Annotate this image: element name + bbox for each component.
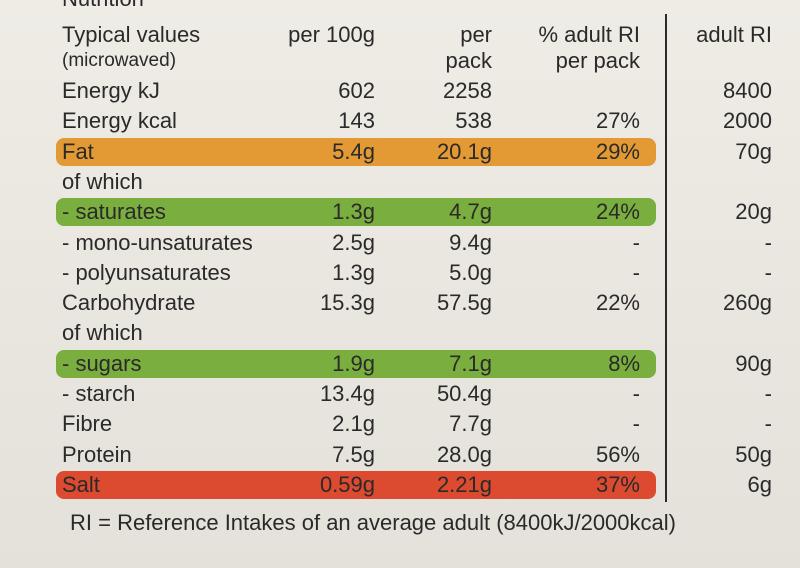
column-header: per 100g <box>288 22 375 47</box>
row-highlight <box>56 470 656 499</box>
nutrient-name: Fibre <box>62 411 113 437</box>
nutrient-value: 6g <box>747 471 772 497</box>
nutrient-value: 2.21g <box>436 471 492 497</box>
nutrient-value: 8% <box>608 350 640 376</box>
nutrient-name: Protein <box>62 441 132 467</box>
nutrient-value: 2000 <box>723 108 772 134</box>
nutrient-value: 20g <box>735 199 772 225</box>
row-highlight <box>56 349 656 378</box>
row-highlight <box>56 198 656 227</box>
nutrient-value: - <box>764 381 772 406</box>
nutrient-name: Energy kcal <box>62 108 177 134</box>
column-header: per pack <box>555 48 640 73</box>
nutrient-value: 70g <box>735 138 772 164</box>
nutrient-value: 1.3g <box>332 259 375 285</box>
nutrient-value: - <box>764 229 772 255</box>
nutrient-name: Energy kJ <box>62 78 160 103</box>
column-header: % adult RI <box>538 22 641 47</box>
nutrient-value: 56% <box>595 441 640 467</box>
nutrient-name: - saturates <box>62 199 166 225</box>
nutrient-value: 50.4g <box>436 381 492 406</box>
nutrient-value: 37% <box>595 471 640 497</box>
nutrient-value: - <box>632 381 640 406</box>
column-header: adult RI <box>696 22 772 47</box>
nutrient-value: - <box>632 411 640 437</box>
nutrient-name: Carbohydrate <box>62 290 196 316</box>
nutrient-name: - sugars <box>62 350 142 376</box>
nutrient-name: - mono-unsaturates <box>62 229 253 255</box>
nutrient-value: 28.0g <box>436 441 492 467</box>
nutrient-name: of which <box>62 168 143 194</box>
nutrient-value: 20.1g <box>436 138 492 164</box>
nutrient-value: 5.0g <box>449 259 492 285</box>
nutrient-value: - <box>764 259 772 285</box>
column-header: per <box>460 22 492 47</box>
title: Nutrition <box>62 0 144 12</box>
nutrient-value: 143 <box>338 108 375 134</box>
nutrient-value: 57.5g <box>436 290 492 316</box>
nutrient-value: - <box>764 411 772 437</box>
column-header: (microwaved) <box>62 50 177 71</box>
nutrient-value: 0.59g <box>319 471 375 497</box>
nutrient-value: 27% <box>595 108 640 134</box>
nutrient-value: 22% <box>595 290 640 316</box>
column-header: pack <box>445 48 492 73</box>
nutrient-value: 2258 <box>443 78 492 103</box>
nutrient-value: 602 <box>338 78 375 103</box>
nutrient-value: 1.3g <box>332 199 375 225</box>
nutrient-name: Fat <box>62 138 94 164</box>
nutrient-value: 5.4g <box>332 138 375 164</box>
nutrient-value: 1.9g <box>332 350 375 376</box>
nutrient-value: 538 <box>455 108 492 134</box>
nutrient-value: 2.5g <box>332 229 375 255</box>
nutrient-value: 13.4g <box>319 381 375 406</box>
nutrient-name: of which <box>62 320 143 346</box>
nutrient-value: 4.7g <box>449 199 492 225</box>
nutrient-value: - <box>632 229 640 255</box>
footnote: RI = Reference Intakes of an average adu… <box>70 510 676 535</box>
nutrient-value: 260g <box>723 290 772 316</box>
column-header: Typical values <box>62 22 201 47</box>
nutrient-value: - <box>632 259 640 285</box>
nutrient-value: 9.4g <box>449 229 492 255</box>
nutrient-name: Salt <box>62 471 100 497</box>
nutrient-value: 90g <box>735 350 772 376</box>
nutrient-value: 7.5g <box>332 441 375 467</box>
nutrient-value: 29% <box>595 138 640 164</box>
column-divider <box>665 14 667 502</box>
nutrient-value: 7.7g <box>449 411 492 437</box>
nutrient-value: 24% <box>595 199 640 225</box>
nutrient-name: - starch <box>62 381 136 406</box>
nutrient-value: 2.1g <box>332 411 375 437</box>
nutrient-value: 15.3g <box>319 290 375 316</box>
nutrient-value: 50g <box>735 441 772 467</box>
nutrient-value: 8400 <box>723 78 772 103</box>
row-highlight <box>56 137 656 166</box>
nutrient-name: - polyunsaturates <box>62 259 231 285</box>
nutrient-value: 7.1g <box>449 350 492 376</box>
